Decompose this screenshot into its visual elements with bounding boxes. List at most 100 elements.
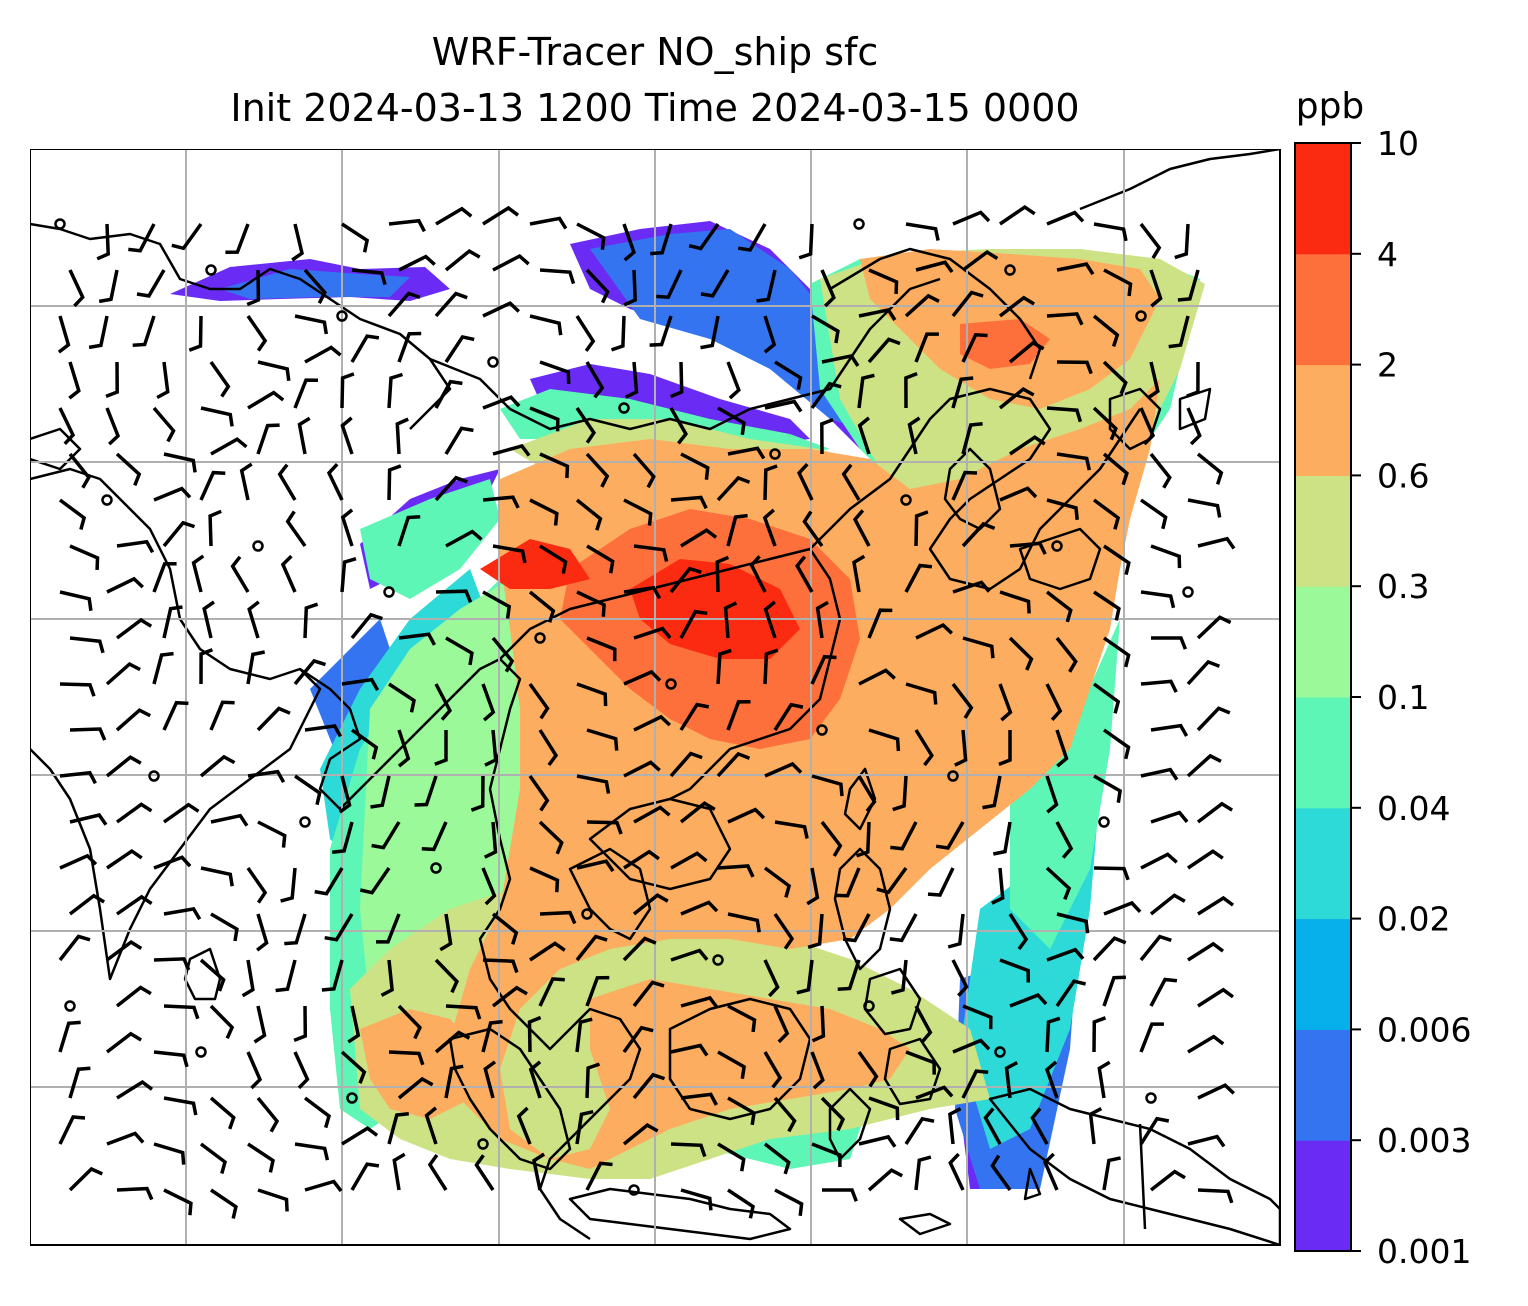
wind-barb-calm: [54, 218, 66, 230]
wind-barb: [1149, 452, 1172, 489]
wind-barb: [294, 774, 322, 806]
colorbar-tick-label: 10: [1377, 124, 1419, 163]
wind-barb: [59, 770, 97, 785]
wind-barb: [115, 708, 152, 732]
wind-barb: [482, 301, 521, 318]
wind-barb: [538, 729, 559, 767]
wind-barb: [115, 617, 153, 640]
map-border: [30, 149, 1281, 1246]
wind-barb-calm: [628, 1184, 640, 1196]
wind-barb: [538, 977, 565, 1007]
wind-barb: [907, 416, 921, 455]
wind-barb: [1093, 774, 1123, 803]
wind-barb: [935, 821, 965, 850]
wind-barb: [575, 1017, 593, 1053]
wind-barb: [1045, 1016, 1061, 1053]
wind-barb: [492, 253, 530, 272]
wind-barb: [539, 910, 577, 925]
wind-barb: [1139, 934, 1172, 962]
colorbar: ppb 0.001 0.003 0.006 0.02 0.04 0.1 0.3 0.6 2 4 10: [1294, 86, 1471, 1271]
wind-barb: [285, 510, 307, 548]
wind-barb: [982, 775, 1002, 810]
field-band-10b: [480, 539, 590, 589]
colorbar-border: [1294, 142, 1352, 1252]
field-band-01e: [1010, 619, 1120, 949]
wind-barb: [303, 268, 327, 305]
wind-barb: [670, 851, 708, 870]
wind-barb: [998, 683, 1013, 722]
wind-barb: [585, 1062, 601, 1099]
wind-barb: [810, 1051, 825, 1090]
wind-barb: [209, 700, 235, 731]
wind-barb: [105, 361, 119, 399]
wind-barb: [210, 912, 239, 942]
wind-barb: [1056, 360, 1093, 375]
wind-barb: [820, 269, 836, 308]
wind-barb: [1197, 1083, 1236, 1100]
wind-barb: [632, 893, 669, 916]
wind-barb: [1140, 767, 1179, 781]
wind-barb: [376, 913, 401, 944]
wind-barb: [68, 269, 85, 308]
wind-barb: [822, 1188, 858, 1202]
colorbar-ticks: 0.001 0.003 0.006 0.02 0.04 0.1 0.3 0.6 2 4 10: [1351, 124, 1471, 1271]
wind-barb: [116, 894, 153, 916]
wind-barb: [1151, 636, 1188, 650]
wind-barb: [247, 1142, 275, 1173]
wind-barb: [948, 1152, 965, 1191]
wind-barb: [58, 1115, 86, 1145]
wind-barb: [810, 381, 842, 410]
wind-barb-calm: [1135, 310, 1147, 322]
wind-barb: [293, 658, 327, 686]
wind-barb: [951, 290, 984, 318]
wind-barb: [528, 682, 550, 720]
wind-barb: [1055, 636, 1078, 673]
wind-barb: [623, 669, 662, 686]
wind-barb: [680, 1092, 718, 1106]
wind-barb: [350, 728, 379, 760]
field-band-2b: [360, 1009, 480, 1119]
wind-barb: [277, 463, 297, 501]
wind-barb: [162, 605, 183, 639]
wind-barb: [586, 544, 615, 574]
wind-barb: [106, 576, 144, 594]
wind-barb: [576, 682, 608, 707]
wind-barb: [961, 521, 996, 548]
wind-barb: [1008, 340, 1045, 364]
wind-barb: [867, 1168, 904, 1192]
wind-barb: [1174, 223, 1190, 260]
wind-barb: [679, 609, 708, 639]
wind-barb: [397, 331, 422, 363]
wind-barb: [773, 913, 795, 950]
wind-barb: [388, 218, 426, 233]
wind-barb: [727, 1096, 756, 1126]
wind-barb: [716, 648, 732, 685]
wind-barb-calm: [1098, 816, 1110, 828]
wind-barb: [1150, 723, 1189, 737]
wind-barb: [516, 1106, 532, 1145]
wind-barb: [105, 407, 121, 446]
wind-barb: [421, 821, 448, 852]
wind-barb: [1139, 222, 1162, 260]
colorbar-tick-label: 4: [1377, 235, 1398, 274]
wind-barb: [539, 360, 571, 385]
wind-barb: [624, 361, 639, 399]
wind-barb: [1092, 406, 1118, 441]
wind-barb: [529, 314, 563, 336]
wind-barb: [622, 1025, 654, 1054]
wind-barb: [820, 1096, 846, 1132]
wind-barb: [1030, 1107, 1049, 1145]
wind-barb: [807, 913, 824, 949]
wind-barb: [434, 475, 468, 502]
map-panel: [30, 149, 1281, 1246]
wind-barb: [230, 555, 250, 593]
wind-barb: [247, 600, 260, 639]
wind-barb: [1103, 900, 1142, 916]
wind-barb: [774, 820, 809, 839]
wind-barb: [1092, 314, 1120, 347]
wind-barb: [947, 913, 965, 949]
wind-barb: [199, 648, 214, 685]
wind-barb: [106, 1131, 145, 1146]
wind-barb: [297, 416, 311, 455]
wind-barb: [763, 600, 777, 639]
